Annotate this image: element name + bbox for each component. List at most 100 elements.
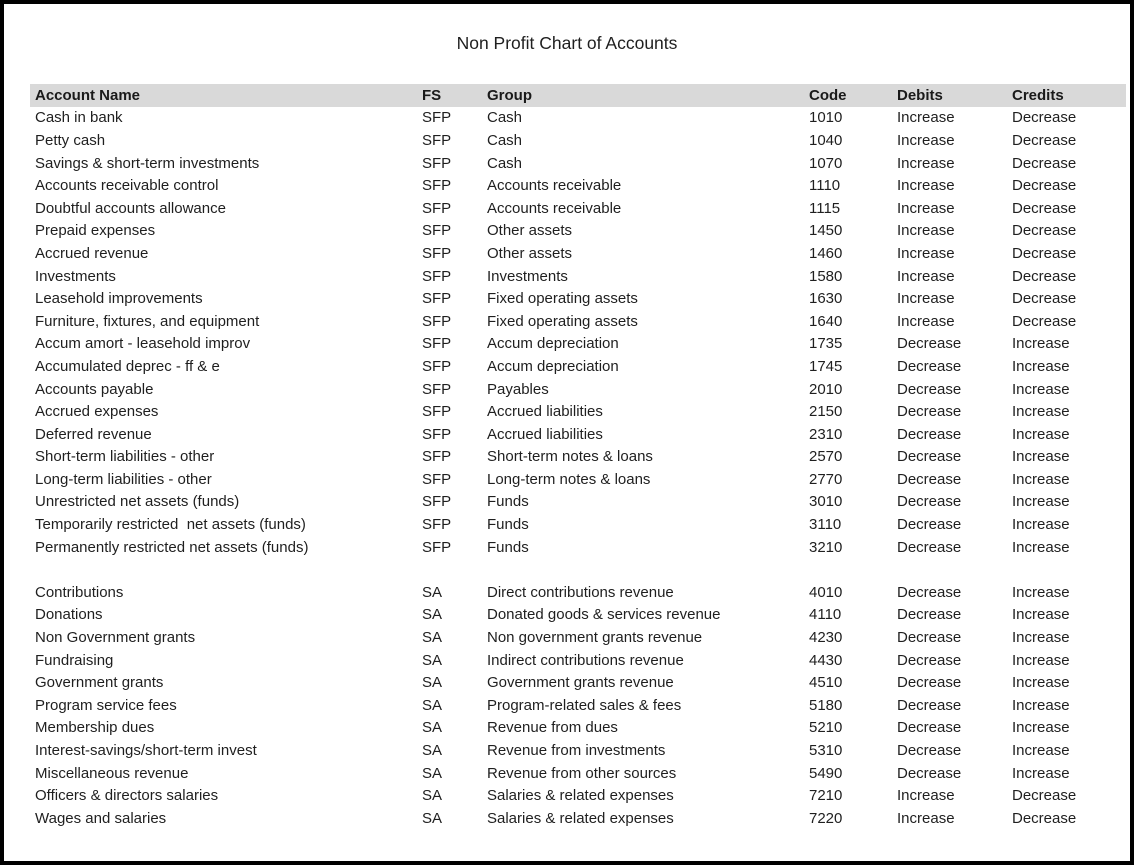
group-cell: Cash [487,131,523,149]
debits-cell: Decrease [897,606,962,624]
code-cell: 4230 [809,629,843,647]
code-cell: 2310 [809,425,843,443]
account-cell: Accounts receivable control [35,177,219,195]
credits-cell: Increase [1012,538,1070,556]
code-cell: 7220 [809,809,843,827]
group-cell: Revenue from dues [487,719,618,737]
group-cell: Fixed operating assets [487,290,638,308]
fs-cell: SFP [422,290,452,308]
code-cell: 2570 [809,448,843,466]
group-cell: Accum depreciation [487,357,619,375]
account-cell: Doubtful accounts allowance [35,199,226,217]
group-cell: Revenue from other sources [487,764,677,782]
account-cell: Leasehold improvements [35,290,203,308]
group-cell: Program-related sales & fees [487,696,682,714]
account-cell: Furniture, fixtures, and equipment [35,312,260,330]
fs-cell: SFP [422,380,452,398]
group-cell: Government grants revenue [487,674,674,692]
debits-cell: Decrease [897,629,962,647]
fs-cell: SA [422,606,443,624]
account-cell: Unrestricted net assets (funds) [35,493,240,511]
fs-cell: SFP [422,267,452,285]
credits-cell: Decrease [1012,267,1077,285]
fs-cell: SFP [422,312,452,330]
credits-cell: Increase [1012,742,1070,760]
fs-cell: SFP [422,177,452,195]
account-cell: Donations [35,606,103,624]
fs-cell: SFP [422,538,452,556]
table-row: Accounts payable SFP Payables 2010 Decrease I… [30,378,1126,401]
debits-cell: Decrease [897,538,962,556]
code-cell: 5180 [809,696,843,714]
table-row: Leasehold improvements SFP Fixed operating… [30,287,1126,310]
group-cell: Salaries & related expenses [487,787,674,805]
table-row: Investments SFP Investments 1580 Increase Dec… [30,265,1126,288]
debits-cell: Decrease [897,448,962,466]
group-cell: Donated goods & services revenue [487,606,721,624]
credits-cell: Increase [1012,335,1070,353]
debits-cell: Increase [897,222,955,240]
code-cell: 1460 [809,244,843,262]
fs-cell: SA [422,629,443,647]
code-cell: 3210 [809,538,843,556]
account-cell: Accumulated deprec - ff & e [35,357,220,375]
code-cell: 1450 [809,222,843,240]
code-cell: 5490 [809,764,843,782]
code-cell: 1580 [809,267,843,285]
credits-cell: Increase [1012,719,1070,737]
group-cell: Funds [487,493,529,511]
credits-cell: Decrease [1012,177,1077,195]
group-cell: Indirect contributions revenue [487,651,684,669]
credits-cell: Decrease [1012,199,1077,217]
debits-cell: Increase [897,177,955,195]
group-cell: Accrued liabilities [487,425,603,443]
credits-cell: Increase [1012,696,1070,714]
debits-cell: Increase [897,199,955,217]
fs-cell: SFP [422,244,452,262]
credits-cell: Increase [1012,516,1070,534]
group-cell: Short-term notes & loans [487,448,653,466]
account-cell: Program service fees [35,696,177,714]
code-cell: 1040 [809,131,843,149]
table-row: Furniture, fixtures, and equipment SFP Fix… [30,310,1126,333]
credits-cell: Decrease [1012,809,1077,827]
spacer-cell [30,558,1126,581]
group-cell: Accum depreciation [487,335,619,353]
table-row: Interest-savings/short-term invest SA Reve… [30,739,1126,762]
group-cell: Accrued liabilities [487,403,603,421]
account-cell: Savings & short-term investments [35,154,260,172]
account-cell: Contributions [35,583,124,601]
account-cell: Accounts payable [35,380,154,398]
column-header-group: Group [487,86,532,104]
table-row: Accounts receivable control SFP Accounts r… [30,174,1126,197]
table-row: Prepaid expenses SFP Other assets 1450 Incre… [30,220,1126,243]
credits-cell: Increase [1012,470,1070,488]
code-cell: 4110 [809,606,842,624]
debits-cell: Increase [897,267,955,285]
fs-cell: SFP [422,493,452,511]
fs-cell: SA [422,583,443,601]
table-row: Membership dues SA Revenue from dues 5210 De… [30,717,1126,740]
fs-cell: SFP [422,470,452,488]
table-row: Savings & short-term investments SFP Cash 1… [30,152,1126,175]
code-cell: 1745 [809,357,843,375]
credits-cell: Decrease [1012,290,1077,308]
debits-cell: Increase [897,109,955,127]
account-cell: Permanently restricted net assets (funds… [35,538,309,556]
fs-cell: SFP [422,199,452,217]
debits-cell: Increase [897,290,955,308]
code-cell: 4010 [809,583,843,601]
group-cell: Non government grants revenue [487,629,703,647]
account-cell: Wages and salaries [35,809,167,827]
column-header-debits: Debits [897,86,943,104]
fs-cell: SA [422,809,443,827]
code-cell: 1735 [809,335,843,353]
fs-cell: SFP [422,109,452,127]
account-cell: Government grants [35,674,164,692]
account-cell: Accum amort - leasehold improv [35,335,251,353]
account-cell: Officers & directors salaries [35,787,219,805]
group-cell: Salaries & related expenses [487,809,674,827]
credits-cell: Decrease [1012,244,1077,262]
column-header-account-name: Account Name [35,86,141,104]
